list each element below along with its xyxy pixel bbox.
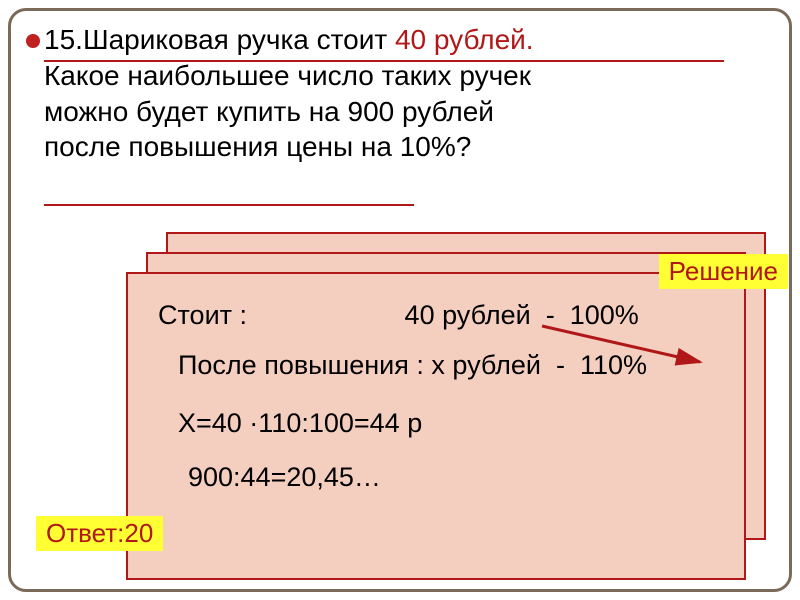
- solution-row3: Х=40 ·110:100=44 р: [178, 408, 422, 439]
- solution-label: Решение: [659, 254, 788, 289]
- bullet-icon: [26, 34, 40, 48]
- underline-bottom: [44, 204, 414, 206]
- problem-line1a: Шариковая ручка стоит: [83, 24, 395, 55]
- problem-line1-highlight: 40 рублей.: [395, 24, 534, 55]
- solution-row4: 900:44=20,45…: [188, 462, 381, 493]
- underline-top: [44, 60, 724, 62]
- problem-text: 15.Шариковая ручка стоит 40 рублей. Како…: [44, 22, 784, 165]
- problem-number: 15.: [44, 24, 83, 55]
- arrow-icon: [532, 320, 732, 370]
- problem-line4: после повышения цены на 10%?: [44, 131, 471, 162]
- problem-line3: можно будет купить на 900 рублей: [44, 96, 494, 127]
- answer-label: Ответ:20: [36, 516, 163, 551]
- problem-line2: Какое наибольшее число таких ручек: [44, 60, 531, 91]
